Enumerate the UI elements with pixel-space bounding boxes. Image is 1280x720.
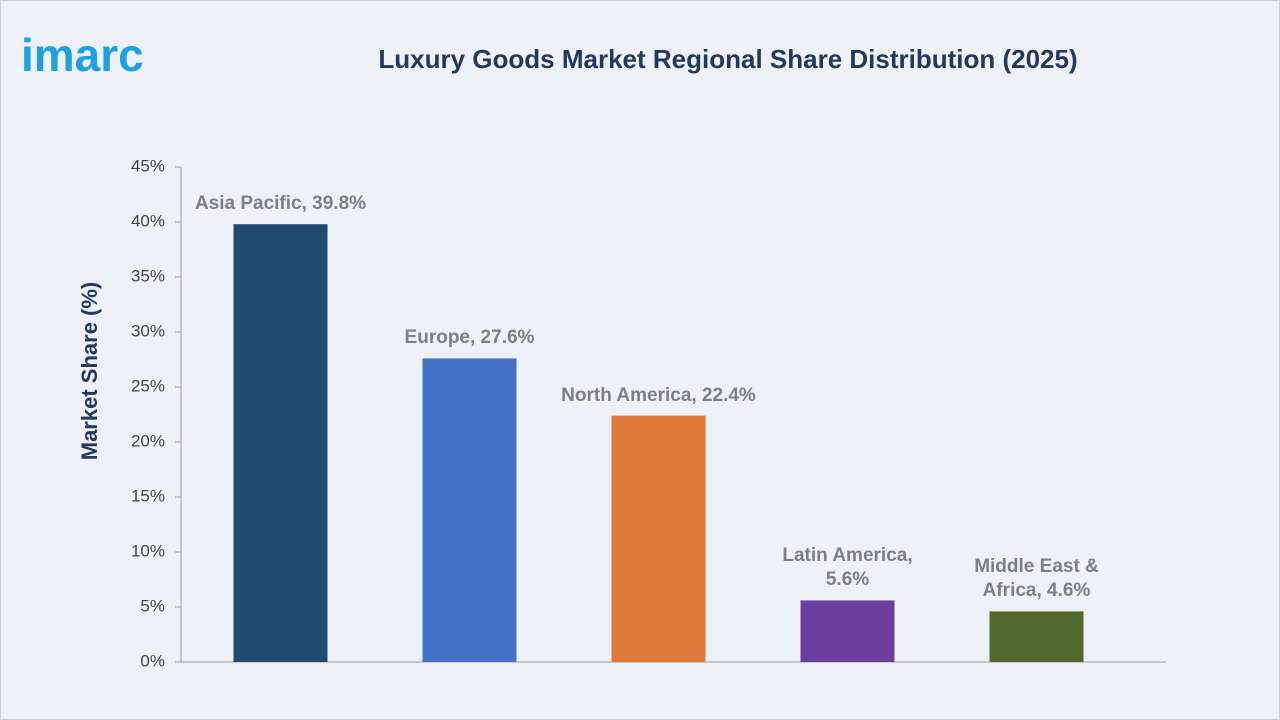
value-label: Europe, 27.6% — [404, 327, 535, 349]
y-tick-label: 35% — [131, 266, 165, 285]
bar — [989, 611, 1084, 662]
value-label: Latin America, 5.6% — [782, 545, 913, 591]
logo: imarc — [21, 29, 144, 81]
y-tick-label: 20% — [131, 431, 165, 450]
y-tick-label: 0% — [140, 651, 165, 670]
value-label: Middle East & Africa, 4.6% — [974, 556, 1099, 602]
y-tick-label: 30% — [131, 321, 165, 340]
bar — [233, 224, 328, 662]
y-axis-label: Market Share (%) — [77, 282, 102, 461]
chart-title: Luxury Goods Market Regional Share Distr… — [378, 44, 1077, 74]
y-tick-label: 15% — [131, 486, 165, 505]
y-tick-label: 10% — [131, 541, 165, 560]
y-tick-label: 5% — [140, 596, 165, 615]
y-tick-label: 25% — [131, 376, 165, 395]
bar — [800, 600, 895, 662]
value-label: Asia Pacific, 39.8% — [194, 193, 367, 215]
y-tick-label: 45% — [131, 156, 165, 175]
value-label: North America, 22.4% — [561, 384, 756, 406]
bar — [422, 358, 517, 662]
bar — [611, 415, 706, 662]
y-tick-label: 40% — [131, 211, 165, 230]
